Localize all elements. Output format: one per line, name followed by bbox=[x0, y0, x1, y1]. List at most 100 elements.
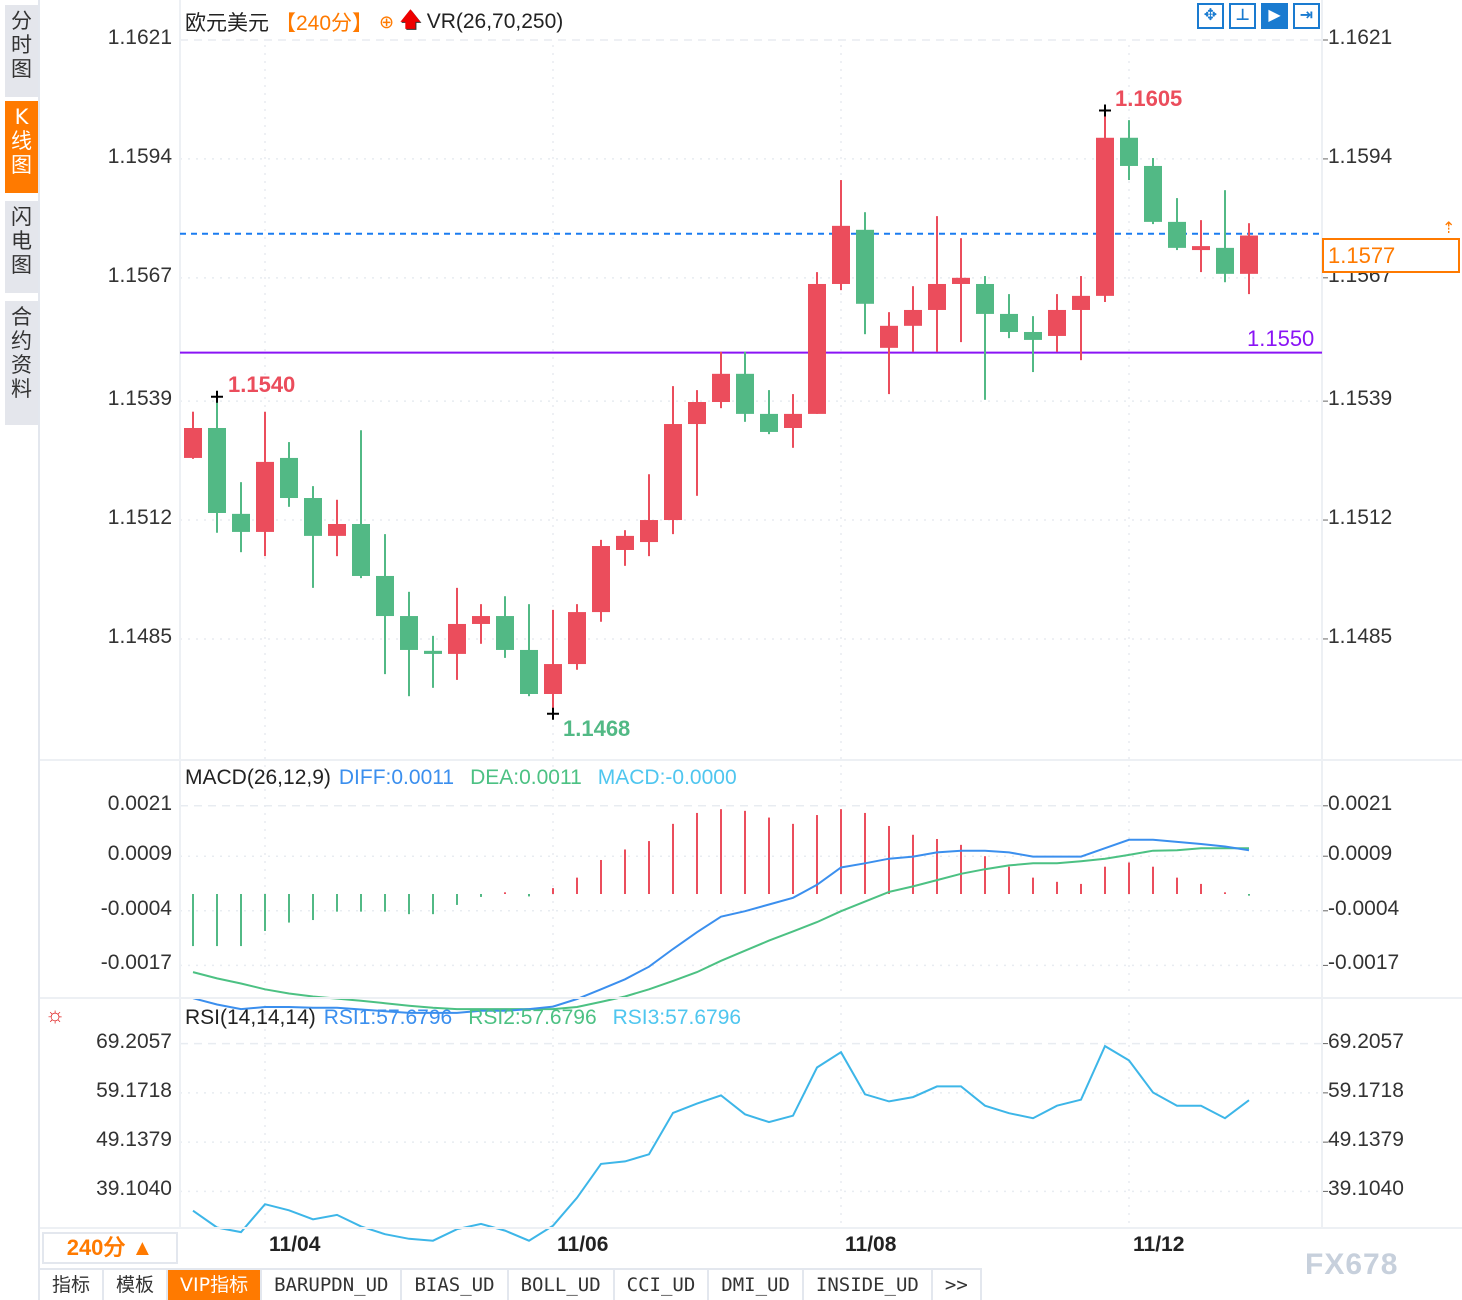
candle-body bbox=[1000, 313, 1018, 332]
chart-header: 欧元美元 【240分】 ⊕ 🡅 VR(26,70,250) bbox=[185, 5, 563, 39]
panel-divider bbox=[40, 759, 1462, 761]
candle-body bbox=[520, 649, 538, 694]
candle-body bbox=[1216, 247, 1234, 274]
rsi-y-tick-label-left: 69.2057 bbox=[96, 1029, 172, 1053]
crosshair-move-icon[interactable]: ✥ bbox=[1197, 3, 1224, 29]
rsi-y-tick-label-right: 69.2057 bbox=[1328, 1029, 1404, 1053]
candle-body bbox=[568, 612, 586, 665]
macd-title: MACD(26,12,9) bbox=[185, 766, 331, 789]
candle-body bbox=[424, 650, 442, 654]
candle-body bbox=[1120, 137, 1138, 166]
indicator-label[interactable]: VR(26,70,250) bbox=[426, 10, 564, 33]
tab-more-button[interactable]: >> bbox=[933, 1270, 982, 1300]
sidebar-tab-timeshare[interactable]: 分时图 bbox=[5, 5, 38, 97]
extreme-marker-cross bbox=[547, 707, 559, 720]
candle-body bbox=[928, 283, 946, 310]
scroll-to-end-icon[interactable]: ⇥ bbox=[1293, 3, 1320, 29]
candle-body bbox=[688, 402, 706, 425]
tab-indicators[interactable]: 指标 bbox=[40, 1270, 105, 1300]
date-label: 11/06 bbox=[557, 1233, 609, 1256]
tab-bias-ud[interactable]: BIAS_UD bbox=[402, 1270, 509, 1300]
tab-templates[interactable]: 模板 bbox=[104, 1270, 169, 1300]
local-high-label: 1.1540 bbox=[228, 372, 296, 397]
candle-body bbox=[1048, 309, 1066, 336]
date-label: 11/08 bbox=[845, 1233, 897, 1256]
panel-divider bbox=[40, 1227, 1462, 1229]
period-selector-button[interactable]: 240分 ▲ bbox=[42, 1232, 178, 1264]
date-label: 11/04 bbox=[269, 1233, 321, 1256]
extreme-marker-cross bbox=[1099, 104, 1111, 117]
rsi-title: RSI(14,14,14) bbox=[185, 1006, 316, 1029]
diff-line bbox=[192, 838, 1250, 1014]
candle-body bbox=[976, 283, 994, 314]
support-line-label: 1.1550 bbox=[1247, 326, 1315, 351]
price-y-tick-label-left: 1.1567 bbox=[107, 263, 172, 287]
rsi-y-tick-label-right: 49.1379 bbox=[1328, 1128, 1404, 1152]
watermark-logo: FX678 bbox=[1305, 1248, 1399, 1281]
candle-body bbox=[664, 424, 682, 521]
candle-body bbox=[952, 277, 970, 284]
candle-body bbox=[784, 413, 802, 428]
price-y-tick-label-right: 1.1621 bbox=[1328, 26, 1393, 49]
sidebar-tab-kline[interactable]: K线图 bbox=[5, 101, 38, 193]
candle-body bbox=[256, 461, 274, 532]
price-y-tick-label-left: 1.1485 bbox=[107, 624, 172, 648]
candle-body bbox=[1096, 137, 1114, 296]
panel-divider bbox=[40, 997, 1462, 999]
up-arrow-icon[interactable]: ⇡ bbox=[1442, 220, 1456, 237]
sidebar: 分时图 K线图 闪电图 合约资料 bbox=[0, 0, 40, 1300]
sidebar-tab-contract-info[interactable]: 合约资料 bbox=[5, 301, 38, 425]
rsi-line bbox=[192, 1044, 1250, 1242]
candle-body bbox=[832, 225, 850, 284]
price-y-tick-label-right: 1.1512 bbox=[1328, 506, 1393, 530]
high-label: 1.1605 bbox=[1115, 86, 1183, 111]
candle-body bbox=[856, 229, 874, 304]
candle-body bbox=[232, 513, 250, 532]
circle-plus-icon[interactable]: ⊕ bbox=[379, 11, 395, 32]
candle-body bbox=[880, 325, 898, 348]
tab-barupdn-ud[interactable]: BARUPDN_UD bbox=[262, 1270, 403, 1300]
sidebar-tab-flash[interactable]: 闪电图 bbox=[5, 201, 38, 293]
price-y-tick-label-left: 1.1621 bbox=[107, 26, 172, 49]
candle-body bbox=[544, 664, 562, 694]
diff-value: DIFF:0.0011 bbox=[338, 766, 455, 789]
play-forward-icon[interactable]: ▶ bbox=[1261, 3, 1288, 29]
tab-boll-ud[interactable]: BOLL_UD bbox=[509, 1270, 615, 1300]
candle-body bbox=[472, 616, 490, 624]
price-y-tick-label-right: 1.1485 bbox=[1328, 624, 1393, 648]
candle-body bbox=[640, 520, 658, 543]
price-y-tick-label-right: 1.1539 bbox=[1328, 387, 1393, 411]
candle-body bbox=[592, 546, 610, 613]
candle-body bbox=[1168, 221, 1186, 248]
candle-body bbox=[904, 309, 922, 326]
candle-body bbox=[352, 523, 370, 576]
candle-body bbox=[1024, 331, 1042, 340]
extreme-marker-cross bbox=[211, 390, 223, 403]
candle-body bbox=[760, 413, 778, 432]
macd-y-tick-label-left: -0.0017 bbox=[100, 951, 172, 975]
zoom-range-icon[interactable]: ⊥ bbox=[1229, 3, 1256, 29]
candle-body bbox=[184, 427, 202, 458]
rsi-legend: RSI(14,14,14) RSI1:57.6796 RSI2:57.6796 RSI… bbox=[185, 1006, 757, 1030]
last-price-box: 1.1577 bbox=[1322, 238, 1460, 273]
dea-value: DEA:0.0011 bbox=[470, 766, 582, 789]
red-up-arrow-icon[interactable]: 🡅 bbox=[400, 9, 421, 31]
sun-settings-icon[interactable]: ☼ bbox=[45, 1002, 66, 1027]
price-y-tick-label-left: 1.1594 bbox=[107, 144, 172, 168]
period-label[interactable]: 【240分】 bbox=[275, 12, 374, 35]
rsi-y-tick-label-right: 39.1040 bbox=[1328, 1177, 1404, 1201]
macd-y-tick-label-right: 0.0009 bbox=[1328, 842, 1393, 866]
date-label: 11/12 bbox=[1133, 1233, 1185, 1256]
tab-dmi-ud[interactable]: DMI_UD bbox=[709, 1270, 804, 1300]
tab-inside-ud[interactable]: INSIDE_UD bbox=[804, 1270, 933, 1300]
macd-y-tick-label-right: -0.0004 bbox=[1328, 896, 1400, 920]
rsi-y-tick-label-left: 49.1379 bbox=[96, 1128, 172, 1152]
candle-body bbox=[304, 498, 322, 536]
tab-cci-ud[interactable]: CCI_UD bbox=[615, 1270, 710, 1300]
price-y-tick-label-left: 1.1512 bbox=[107, 506, 172, 530]
macd-y-tick-label-right: -0.0017 bbox=[1328, 951, 1400, 975]
price-y-tick-label-left: 1.1539 bbox=[107, 387, 172, 411]
symbol-name: 欧元美元 bbox=[185, 12, 269, 35]
tab-vip-indicators[interactable]: VIP指标 bbox=[168, 1270, 263, 1300]
